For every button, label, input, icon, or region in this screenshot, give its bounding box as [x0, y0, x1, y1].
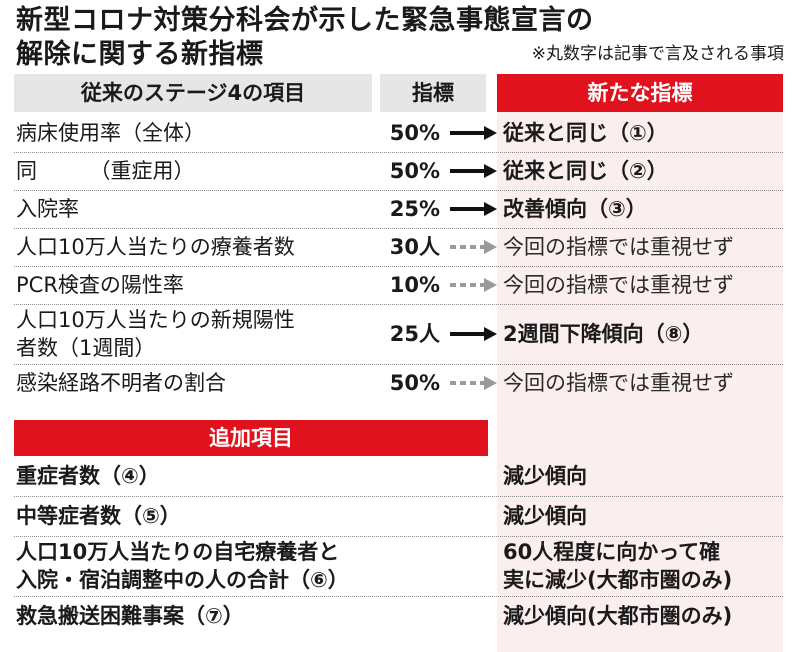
- table-row: 病床使用率（全体） 50% 従来と同じ（①）: [0, 114, 800, 152]
- row-divider: [14, 228, 783, 229]
- row-new-indicator: 減少傾向(大都市圏のみ): [503, 604, 733, 628]
- new-indicator-column-bg: [497, 104, 783, 652]
- row-value: 25人: [389, 322, 440, 346]
- row-divider: [14, 596, 783, 597]
- page-subtitle: 解除に関する新指標: [16, 39, 264, 70]
- row-label: 人口10万人当たりの療養者数: [16, 235, 295, 259]
- header-new-indicator: 新たな指標: [497, 74, 783, 112]
- row-divider: [14, 190, 783, 191]
- solid-arrow-icon: [450, 327, 497, 341]
- solid-arrow-icon: [450, 126, 497, 140]
- row-label: 病床使用率（全体）: [16, 121, 205, 145]
- row-new-indicator: 今回の指標では重視せず: [503, 371, 734, 395]
- row-value: 30人: [389, 235, 440, 259]
- row-new-indicator: 減少傾向: [503, 504, 587, 528]
- table-row: 入院率 25% 改善傾向（③）: [0, 190, 800, 228]
- row-label-line2: 入院・宿泊調整中の人の合計（⑥）: [16, 568, 349, 592]
- row-value: 10%: [389, 273, 440, 297]
- row-new-indicator: 60人程度に向かって確: [503, 540, 721, 564]
- page-title: 新型コロナ対策分科会が示した緊急事態宣言の: [16, 5, 594, 36]
- row-label: 人口10万人当たりの新規陽性: [16, 308, 295, 332]
- dashed-arrow-icon: [450, 240, 497, 254]
- row-new-indicator: 減少傾向: [503, 464, 587, 488]
- solid-arrow-icon: [450, 164, 497, 178]
- row-new-indicator-line2: 実に減少(大都市圏のみ): [503, 568, 733, 592]
- row-label: 同 （重症用）: [16, 159, 195, 183]
- table-row: PCR検査の陽性率 10% 今回の指標では重視せず: [0, 266, 800, 304]
- row-divider: [14, 364, 783, 365]
- row-divider: [14, 266, 783, 267]
- additional-row: 人口10万人当たりの自宅療養者と 入院・宿泊調整中の人の合計（⑥） 60人程度に向か…: [0, 536, 800, 596]
- row-value: 50%: [389, 121, 440, 145]
- table-row: 人口10万人当たりの療養者数 30人 今回の指標では重視せず: [0, 228, 800, 266]
- row-label: 中等症者数（⑤）: [16, 504, 181, 528]
- additional-row: 中等症者数（⑤） 減少傾向: [0, 496, 800, 536]
- table-row: 同 （重症用） 50% 従来と同じ（②）: [0, 152, 800, 190]
- row-new-indicator: 従来と同じ（①）: [503, 121, 668, 145]
- row-divider: [14, 304, 783, 305]
- row-label: PCR検査の陽性率: [16, 273, 184, 297]
- table-row: 人口10万人当たりの新規陽性 者数（1週間） 25人 2週間下降傾向（⑧）: [0, 304, 800, 364]
- row-label-line2: 者数（1週間）: [16, 336, 156, 360]
- dashed-arrow-icon: [450, 376, 497, 390]
- row-label: 重症者数（④）: [16, 464, 160, 488]
- table-row: 感染経路不明者の割合 50% 今回の指標では重視せず: [0, 364, 800, 402]
- row-new-indicator: 今回の指標では重視せず: [503, 273, 734, 297]
- solid-arrow-icon: [450, 202, 497, 216]
- row-divider: [14, 496, 783, 497]
- row-new-indicator: 改善傾向（③）: [503, 197, 647, 221]
- additional-row: 救急搬送困難事案（⑦） 減少傾向(大都市圏のみ): [0, 596, 800, 636]
- row-divider: [14, 536, 783, 537]
- footnote: ※丸数字は記事で言及される事項: [531, 44, 784, 64]
- row-new-indicator: 従来と同じ（②）: [503, 159, 668, 183]
- row-label: 入院率: [16, 197, 79, 221]
- additional-row: 重症者数（④） 減少傾向: [0, 456, 800, 496]
- header-indicator: 指標: [380, 74, 486, 112]
- additional-header: 追加項目: [14, 420, 488, 456]
- row-label: 人口10万人当たりの自宅療養者と: [16, 540, 340, 564]
- row-value: 50%: [389, 371, 440, 395]
- row-value: 25%: [389, 197, 440, 221]
- dashed-arrow-icon: [450, 278, 497, 292]
- row-label: 救急搬送困難事案（⑦）: [16, 604, 244, 628]
- row-divider: [14, 152, 783, 153]
- row-value: 50%: [389, 159, 440, 183]
- row-new-indicator: 今回の指標では重視せず: [503, 235, 734, 259]
- header-old-items: 従来のステージ4の項目: [14, 74, 372, 112]
- row-label: 感染経路不明者の割合: [16, 371, 226, 395]
- row-new-indicator: 2週間下降傾向（⑧）: [503, 322, 704, 346]
